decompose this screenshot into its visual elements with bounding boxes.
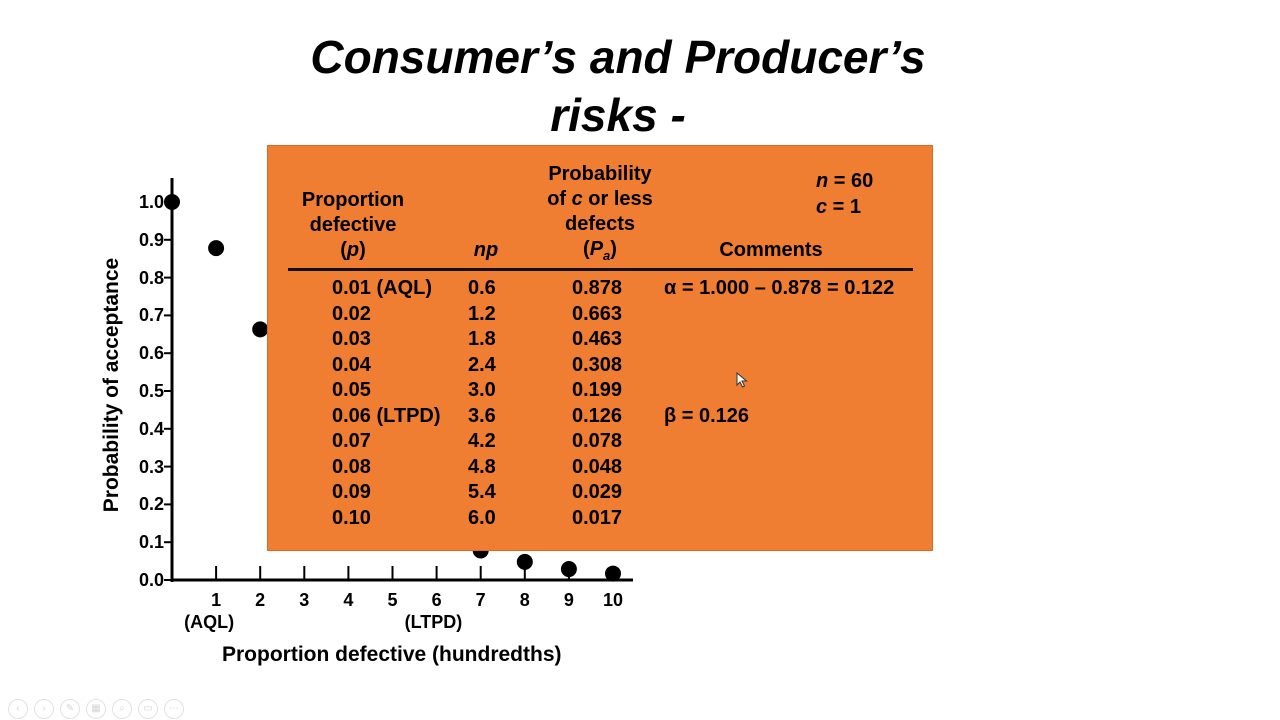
cell-np: 1.8 bbox=[468, 328, 496, 350]
acceptance-table-panel: Proportion defective (p) np Probability … bbox=[267, 145, 933, 551]
x-tick-label: 7 bbox=[475, 590, 486, 610]
table-row: 0.01 (AQL) 0.6 0.878 α = 1.000 – 0.878 = 0.… bbox=[268, 276, 932, 301]
table-row: 0.04 2.4 0.308 bbox=[268, 353, 932, 378]
header-pa-symbol: (Pa) bbox=[583, 238, 617, 263]
cell-np: 2.4 bbox=[468, 353, 496, 376]
title-line-1: Consumer’s and Producer’s bbox=[310, 31, 926, 83]
cell-pa: 0.017 bbox=[572, 506, 623, 529]
y-tick-label: 0.2 bbox=[138, 494, 164, 515]
cell-pa: 0.663 bbox=[572, 302, 623, 325]
y-tick-label: 0.8 bbox=[138, 267, 164, 288]
x-tick-label: 8 bbox=[519, 590, 530, 610]
header-prob-line2: of c or less bbox=[547, 188, 653, 210]
cell-np: 5.4 bbox=[468, 481, 496, 503]
mouse-pointer-icon bbox=[736, 372, 748, 388]
x-tick-label: 9 bbox=[563, 590, 574, 610]
table-row: 0.06 (LTPD) 3.6 0.126 β = 0.126 bbox=[268, 404, 932, 429]
cell-np: 1.2 bbox=[468, 302, 496, 325]
table-row: 0.10 6.0 0.017 bbox=[268, 506, 932, 531]
cell-np: 0.6 bbox=[468, 277, 496, 299]
cell-proportion: 0.04 bbox=[332, 353, 371, 376]
x-axis-title: Proportion defective (hundredths) bbox=[222, 643, 562, 666]
x-tick-label: 2 bbox=[255, 590, 266, 610]
title-line-2: risks - bbox=[550, 89, 686, 141]
table-row: 0.07 4.2 0.078 bbox=[268, 429, 932, 454]
cell-proportion: 0.09 bbox=[332, 481, 371, 503]
cell-proportion: 0.05 bbox=[332, 379, 371, 401]
cell-proportion: 0.07 bbox=[332, 430, 371, 452]
y-tick-label: 1.0 bbox=[138, 192, 164, 212]
slideshow-toolbar: ‹ › ✎ ▦ ⌕ ▭ ⋯ bbox=[8, 699, 184, 719]
cell-proportion: 0.01 (AQL) bbox=[332, 277, 433, 299]
cell-np: 4.2 bbox=[468, 430, 496, 452]
y-tick-label: 0.5 bbox=[138, 381, 164, 401]
data-point bbox=[516, 553, 533, 570]
subtitles-icon[interactable]: ▭ bbox=[138, 699, 158, 719]
back-icon[interactable]: ‹ bbox=[8, 699, 28, 719]
y-tick-label: 0.6 bbox=[138, 343, 164, 364]
cell-proportion: 0.03 bbox=[332, 328, 371, 350]
y-axis-title: Probability of acceptance bbox=[100, 257, 123, 513]
cell-pa: 0.463 bbox=[572, 328, 623, 350]
forward-icon[interactable]: › bbox=[34, 699, 54, 719]
data-point bbox=[208, 240, 225, 257]
pen-icon[interactable]: ✎ bbox=[60, 699, 80, 719]
cell-pa: 0.878 bbox=[572, 277, 623, 299]
data-point bbox=[164, 194, 180, 210]
header-p-symbol: (p) bbox=[340, 239, 366, 261]
param-c: c = 1 bbox=[816, 196, 862, 218]
header-proportion: Proportion defective (p) bbox=[298, 188, 408, 263]
header-probability: Probability of c or less defects (Pa) bbox=[530, 162, 670, 268]
cell-pa: 0.126 bbox=[572, 404, 623, 427]
cell-proportion: 0.08 bbox=[332, 455, 371, 478]
x-tick-label: 4 bbox=[343, 590, 354, 610]
slides-icon[interactable]: ▦ bbox=[86, 699, 106, 719]
cell-proportion: 0.02 bbox=[332, 302, 371, 325]
data-point bbox=[560, 561, 577, 578]
x-tick-label: 5 bbox=[387, 590, 398, 610]
table-row: 0.09 5.4 0.029 bbox=[268, 480, 932, 505]
y-tick-label: 0.4 bbox=[138, 418, 164, 439]
cell-np: 3.0 bbox=[468, 379, 496, 401]
y-tick-label: 0.3 bbox=[138, 456, 164, 477]
cell-np: 4.8 bbox=[468, 455, 496, 478]
y-tick-label: 0.9 bbox=[138, 229, 164, 250]
header-rule bbox=[288, 268, 913, 271]
x-tick-label: 1 bbox=[211, 590, 222, 610]
x-tick-label: 6 bbox=[431, 590, 442, 610]
table-row: 0.03 1.8 0.463 bbox=[268, 327, 932, 352]
cell-proportion: 0.06 (LTPD) bbox=[332, 404, 441, 427]
table-row: 0.05 3.0 0.199 bbox=[268, 378, 932, 403]
y-tick-label: 0.1 bbox=[138, 532, 164, 553]
table-row: 0.02 1.2 0.663 bbox=[268, 302, 932, 327]
x-tick-annotation: (AQL) bbox=[184, 612, 235, 632]
header-comments: Comments bbox=[719, 239, 823, 261]
y-tick-label: 0.7 bbox=[138, 305, 164, 326]
slide-title: Consumer’s and Producer’s risks - bbox=[240, 28, 996, 144]
cell-comment: α = 1.000 – 0.878 = 0.122 bbox=[664, 277, 895, 299]
y-tick-label: 0.0 bbox=[138, 570, 164, 590]
cell-proportion: 0.10 bbox=[332, 506, 371, 529]
more-icon[interactable]: ⋯ bbox=[164, 699, 184, 719]
zoom-icon[interactable]: ⌕ bbox=[112, 699, 132, 719]
header-np: np bbox=[473, 239, 499, 261]
cell-pa: 0.078 bbox=[572, 430, 623, 452]
cell-pa: 0.308 bbox=[572, 353, 623, 376]
table-row: 0.08 4.8 0.048 bbox=[268, 455, 932, 480]
x-tick-label: 3 bbox=[299, 590, 310, 610]
cell-pa: 0.048 bbox=[572, 455, 623, 478]
cell-np: 3.6 bbox=[468, 404, 496, 427]
x-tick-annotation: (LTPD) bbox=[404, 612, 463, 632]
cell-pa: 0.199 bbox=[572, 379, 623, 401]
param-n: n = 60 bbox=[816, 170, 874, 192]
cell-np: 6.0 bbox=[468, 506, 496, 529]
cell-comment: β = 0.126 bbox=[664, 404, 750, 427]
x-tick-label: 10 bbox=[602, 590, 624, 610]
cell-pa: 0.029 bbox=[572, 481, 623, 503]
data-point bbox=[252, 321, 269, 338]
data-point bbox=[605, 565, 621, 582]
